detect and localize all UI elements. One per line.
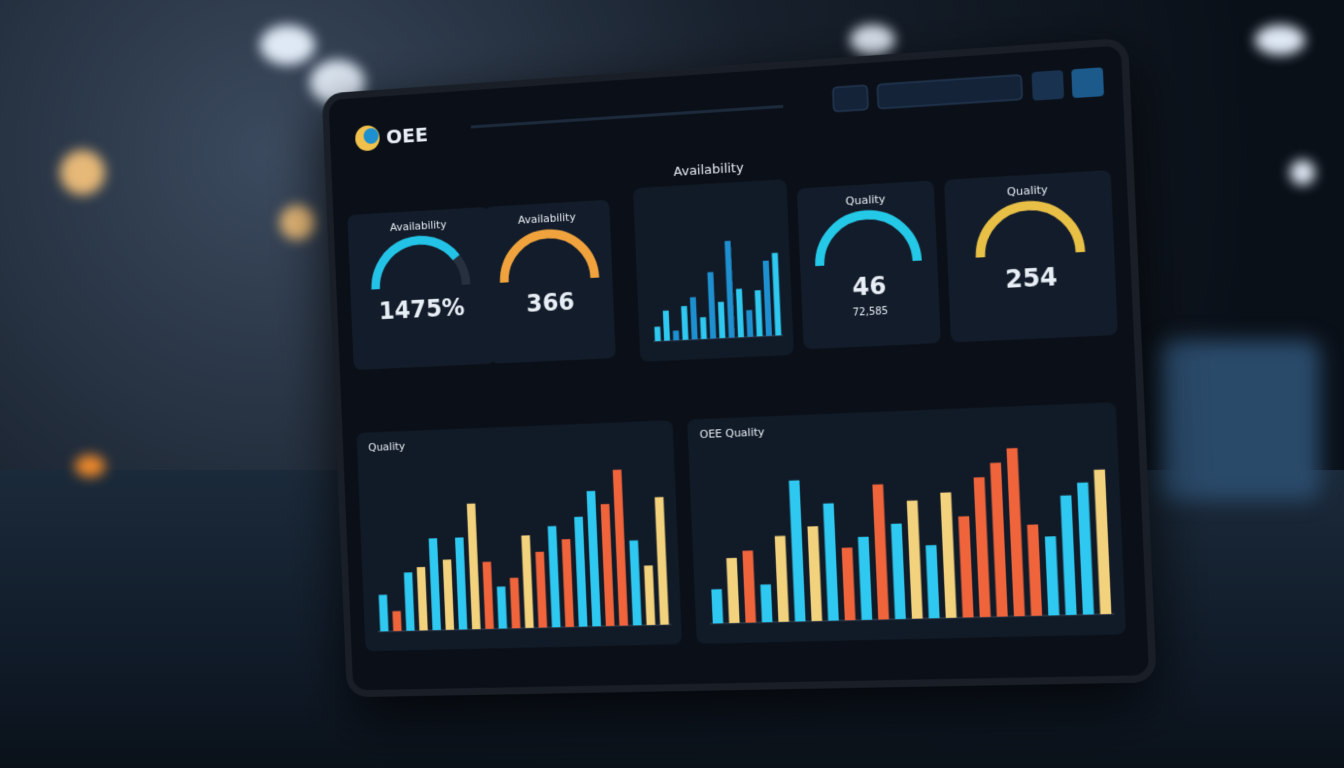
bar bbox=[774, 535, 790, 622]
bar bbox=[681, 305, 689, 340]
chart-title: Availability bbox=[673, 160, 744, 180]
bar bbox=[644, 565, 656, 626]
card bbox=[483, 199, 616, 364]
light bbox=[260, 25, 315, 65]
light bbox=[280, 205, 315, 240]
gauge-value: 254 bbox=[1005, 262, 1058, 294]
bar bbox=[496, 586, 508, 629]
header-line bbox=[470, 104, 784, 129]
bar bbox=[654, 326, 661, 342]
chart-title: Quality bbox=[368, 440, 406, 454]
bar bbox=[746, 309, 754, 337]
tablet: OEE Availability 1475% Availability 366 Qual… bbox=[321, 37, 1157, 698]
bar bbox=[378, 594, 389, 632]
light bbox=[850, 25, 895, 55]
bar bbox=[629, 540, 642, 626]
bar bbox=[561, 539, 575, 628]
gauge-value: 1475% bbox=[378, 293, 465, 325]
chart-title: OEE Quality bbox=[699, 425, 765, 441]
dashboard: OEE Availability 1475% Availability 366 Qual… bbox=[347, 67, 1127, 652]
bar bbox=[724, 240, 735, 338]
button[interactable] bbox=[1071, 67, 1105, 99]
app-title: OEE bbox=[386, 123, 429, 149]
bar bbox=[735, 288, 745, 338]
bar bbox=[823, 503, 839, 621]
chart-card bbox=[356, 420, 683, 652]
bar bbox=[712, 589, 724, 625]
bar bbox=[760, 584, 773, 623]
card bbox=[943, 170, 1118, 343]
chart-card bbox=[632, 179, 794, 362]
light bbox=[75, 455, 105, 477]
light bbox=[60, 150, 105, 195]
gauge-value: 366 bbox=[526, 287, 575, 318]
bar bbox=[707, 271, 717, 339]
card-title: Quality bbox=[845, 192, 886, 208]
logo bbox=[363, 127, 379, 145]
bar bbox=[841, 547, 856, 621]
card bbox=[347, 206, 496, 371]
bar bbox=[662, 310, 671, 341]
card-title: Quality bbox=[1007, 183, 1049, 199]
bar bbox=[700, 317, 707, 340]
light bbox=[1255, 25, 1305, 55]
button[interactable] bbox=[833, 85, 868, 111]
card-title: Availability bbox=[390, 218, 448, 234]
bar bbox=[689, 297, 698, 340]
card bbox=[796, 180, 941, 350]
light bbox=[1290, 160, 1315, 185]
logo bbox=[354, 124, 381, 152]
machine bbox=[1160, 340, 1320, 500]
bar bbox=[718, 301, 726, 339]
button[interactable] bbox=[1031, 69, 1065, 101]
bar bbox=[672, 330, 680, 341]
gauge-value: 46 bbox=[852, 271, 887, 302]
bar bbox=[726, 557, 739, 623]
dropdown[interactable] bbox=[877, 75, 1022, 109]
bar bbox=[742, 550, 757, 623]
bar bbox=[392, 610, 402, 632]
gauge-sub: 72,585 bbox=[852, 306, 888, 319]
bar bbox=[754, 290, 763, 337]
card-title: Availability bbox=[518, 210, 577, 226]
bar bbox=[807, 526, 823, 622]
